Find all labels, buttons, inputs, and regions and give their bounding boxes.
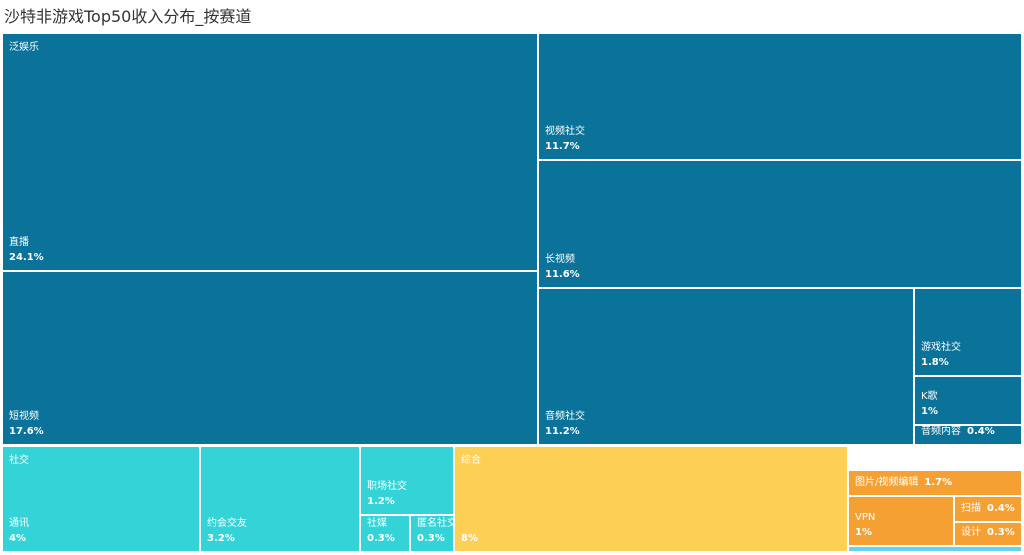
cell-name: 音频内容 — [921, 426, 961, 437]
group-label: 泛娱乐 — [9, 42, 39, 53]
cell-name: 社媒 — [367, 518, 387, 529]
treemap-cell[interactable]: 扫描 0.4% — [954, 496, 1022, 522]
cell-value: 1.8% — [921, 357, 949, 368]
cell-name: K歌 — [921, 391, 938, 402]
cell-label: 音频社交 11.2% — [545, 409, 585, 439]
group-label: 社交 — [9, 455, 29, 466]
cell-value: 11.2% — [545, 426, 580, 437]
treemap-cell[interactable]: 职场社交 1.2% — [360, 446, 454, 515]
treemap-cell[interactable]: VPN 1% — [848, 496, 954, 546]
cell-value: 4% — [9, 533, 26, 544]
cell-value: 11.7% — [545, 141, 580, 152]
cell-label: 长视频 11.6% — [545, 252, 580, 282]
group-label: 综合 — [461, 455, 481, 466]
treemap-cell[interactable]: 视频社交 11.7% — [538, 33, 1022, 160]
cell-value: 24.1% — [9, 252, 44, 263]
cell-value: 0.4% — [987, 503, 1015, 514]
treemap-cell[interactable]: 直播 24.1% — [2, 33, 538, 271]
treemap-cell[interactable]: 图片/视频编辑 1.7% — [848, 470, 1022, 496]
treemap-cell[interactable]: 约会交友 3.2% — [200, 446, 360, 552]
cell-value: 1.7% — [924, 477, 953, 488]
cell-name: 音频社交 — [545, 411, 585, 422]
chart-title: 沙特非游戏Top50收入分布_按赛道 — [4, 7, 252, 26]
treemap-cell[interactable]: 通讯 4% — [2, 446, 200, 552]
cell-label: 游戏社交 1.8% — [921, 340, 961, 370]
cell-name: 长视频 — [545, 254, 575, 265]
cell-name: 约会交友 — [207, 518, 247, 529]
cell-label: 通讯 4% — [9, 516, 29, 546]
cell-value: 3.2% — [207, 533, 235, 544]
cell-label: 音频内容 0.4% — [921, 426, 995, 439]
cell-label: VPN 1% — [855, 510, 875, 540]
cell-label: 约会交友 3.2% — [207, 516, 247, 546]
cell-label: 社媒 0.3% — [367, 516, 395, 546]
cell-name: 图片/视频编辑 — [855, 477, 919, 488]
cell-value: 17.6% — [9, 426, 44, 437]
treemap-cell[interactable]: K歌 1% — [914, 376, 1022, 425]
treemap-cell[interactable]: 长视频 11.6% — [538, 160, 1022, 288]
cell-name: 扫描 — [961, 503, 981, 514]
treemap-cell[interactable]: 音频内容 0.4% — [914, 425, 1022, 445]
cell-value: 8% — [461, 533, 478, 544]
cell-label: K歌 1% — [921, 389, 938, 419]
cell-label: 直播 24.1% — [9, 235, 44, 265]
cell-label: 职场社交 1.2% — [367, 479, 407, 509]
cell-value: 11.6% — [545, 269, 580, 280]
treemap-cell[interactable]: 匿名社交 0.3% — [410, 515, 454, 552]
cell-name: 职场社交 — [367, 481, 407, 492]
cell-value: 0.3% — [987, 527, 1015, 538]
cell-value: 1.2% — [367, 496, 395, 507]
cell-name: 设计 — [961, 527, 981, 538]
cell-label: 图片/视频编辑 1.7% — [855, 475, 952, 490]
treemap-cell[interactable]: 音频社交 11.2% — [538, 288, 914, 445]
cell-name: VPN — [855, 512, 876, 523]
cell-name: 游戏社交 — [921, 342, 961, 353]
cell-value: 0.4% — [967, 426, 995, 437]
cell-label: 短视频 17.6% — [9, 409, 44, 439]
group-label: 工具 — [855, 455, 875, 466]
cell-label: 匿名社交 0.3% — [417, 516, 454, 546]
cell-value: 1% — [855, 527, 872, 538]
cell-name: 视频社交 — [545, 126, 585, 137]
cell-value: 0.3% — [417, 533, 445, 544]
treemap-cell[interactable]: 设计 0.3% — [954, 522, 1022, 546]
treemap-cell[interactable]: 8% — [454, 446, 848, 552]
treemap-cell[interactable]: 短视频 17.6% — [2, 271, 538, 445]
cell-value: 1% — [921, 406, 938, 417]
cell-label: 设计 0.3% — [961, 525, 1015, 540]
cell-label: 8% — [461, 531, 478, 546]
cell-name: 短视频 — [9, 411, 39, 422]
cell-value: 0.3% — [367, 533, 395, 544]
treemap-cell[interactable]: 社媒 0.3% — [360, 515, 410, 552]
cell-name: 匿名社交 — [417, 518, 454, 529]
cell-label: 视频社交 11.7% — [545, 124, 585, 154]
cell-name: 直播 — [9, 237, 29, 248]
cell-name: 通讯 — [9, 518, 29, 529]
treemap-cell[interactable]: 游戏社交 1.8% — [914, 288, 1022, 376]
cell-label: 扫描 0.4% — [961, 501, 1015, 516]
treemap-cell-minor — [848, 546, 1022, 552]
